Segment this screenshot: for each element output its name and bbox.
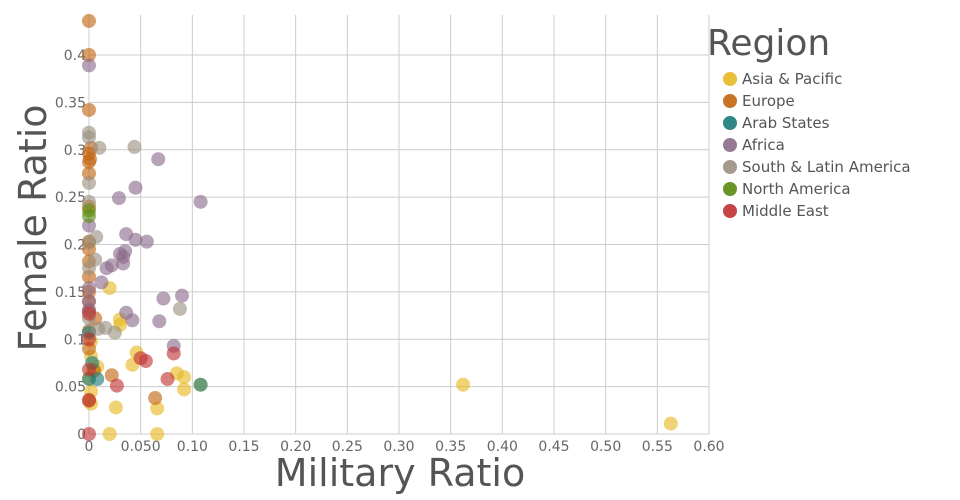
legend-swatch — [723, 138, 737, 152]
x-tick-label: 0.60 — [693, 439, 724, 455]
x-tick-label: 0.10 — [177, 439, 208, 455]
data-point — [82, 362, 96, 377]
data-point — [125, 313, 140, 328]
legend-swatch — [723, 160, 737, 174]
x-tick-label: 0 — [85, 439, 94, 455]
legend-swatch — [723, 72, 737, 86]
data-point — [82, 130, 96, 145]
y-tick-label: 0.3 — [64, 143, 86, 159]
legend-title: Region — [707, 23, 830, 64]
legend-label: South & Latin America — [742, 158, 911, 176]
x-tick-label: 0.45 — [538, 439, 569, 455]
legend-label: Europe — [742, 92, 795, 110]
legend-label: Asia & Pacific — [742, 70, 842, 88]
data-point — [111, 191, 126, 206]
data-point — [193, 194, 208, 209]
data-point — [82, 332, 96, 347]
y-tick-label: 0.2 — [64, 238, 86, 254]
data-point — [82, 306, 96, 321]
data-point — [175, 288, 189, 303]
legend-swatch — [723, 94, 737, 108]
data-point — [82, 155, 96, 170]
data-point — [156, 291, 171, 306]
data-point — [82, 392, 96, 407]
x-tick-labels: 0 0.050 0.10 0.15 0.20 0.25 0.30 0.35 0.40 0.45 0.… — [85, 439, 725, 455]
data-point — [177, 382, 192, 397]
data-point — [82, 235, 96, 250]
data-point — [82, 281, 96, 296]
data-point — [456, 377, 471, 392]
data-point — [148, 390, 163, 405]
x-tick-label: 0.50 — [590, 439, 621, 455]
data-point — [116, 256, 131, 271]
data-point — [127, 139, 142, 154]
data-point — [82, 13, 96, 28]
x-axis-title: Military Ratio — [275, 451, 525, 495]
data-point — [150, 401, 165, 416]
legend-label: North America — [742, 180, 851, 198]
data-point — [104, 368, 119, 383]
x-tick-label: 0.35 — [435, 439, 466, 455]
grid-layer — [88, 15, 710, 435]
data-point — [91, 321, 106, 336]
data-points — [82, 13, 678, 441]
x-tick-label: 0.15 — [228, 439, 259, 455]
data-point — [82, 58, 96, 73]
data-point — [139, 234, 154, 249]
data-point — [82, 102, 96, 117]
y-tick-label: 0 — [77, 427, 86, 443]
y-tick-label: 0.15 — [55, 285, 86, 301]
data-point — [82, 48, 96, 62]
data-point — [94, 275, 109, 290]
data-point — [99, 261, 114, 276]
x-tick-label: 0.40 — [487, 439, 518, 455]
y-tick-label: 0.1 — [64, 332, 86, 348]
x-tick-label: 0.20 — [280, 439, 311, 455]
x-tick-label: 0.050 — [121, 439, 161, 455]
data-point — [109, 378, 124, 393]
data-point — [160, 372, 175, 387]
x-tick-label: 0.30 — [383, 439, 414, 455]
legend-swatch — [723, 116, 737, 130]
y-tick-labels: 0 0.05 0.1 0.15 0.2 0.25 0.3 0.35 0.4 — [55, 48, 86, 443]
legend-swatch — [723, 204, 737, 218]
data-point — [82, 427, 96, 441]
data-point — [82, 261, 96, 276]
data-point — [92, 140, 107, 155]
data-point — [128, 232, 143, 247]
legend-label: Middle East — [742, 202, 829, 220]
y-tick-label: 0.35 — [55, 95, 86, 111]
data-point — [166, 346, 181, 361]
legend-label: Africa — [742, 136, 785, 154]
data-point — [150, 427, 165, 441]
data-point — [138, 354, 153, 369]
data-point — [663, 416, 678, 431]
legend-label: Arab States — [742, 114, 830, 132]
data-point — [82, 294, 96, 309]
data-point — [108, 400, 123, 415]
data-point — [193, 377, 208, 392]
data-point — [82, 175, 96, 190]
data-point — [151, 152, 166, 167]
data-point — [102, 427, 117, 441]
x-tick-label: 0.25 — [332, 439, 363, 455]
y-tick-label: 0.05 — [55, 380, 86, 396]
data-point — [128, 180, 143, 195]
data-point — [152, 314, 167, 329]
y-axis-title: Female Ratio — [11, 104, 55, 351]
legend-swatch — [723, 182, 737, 196]
x-tick-label: 0.55 — [642, 439, 673, 455]
data-point — [82, 209, 96, 224]
y-tick-label: 0.4 — [64, 48, 86, 64]
legend: Region Asia & Pacific Europe Arab States Af… — [707, 23, 911, 220]
y-tick-label: 0.25 — [55, 190, 86, 206]
data-point — [172, 301, 187, 316]
